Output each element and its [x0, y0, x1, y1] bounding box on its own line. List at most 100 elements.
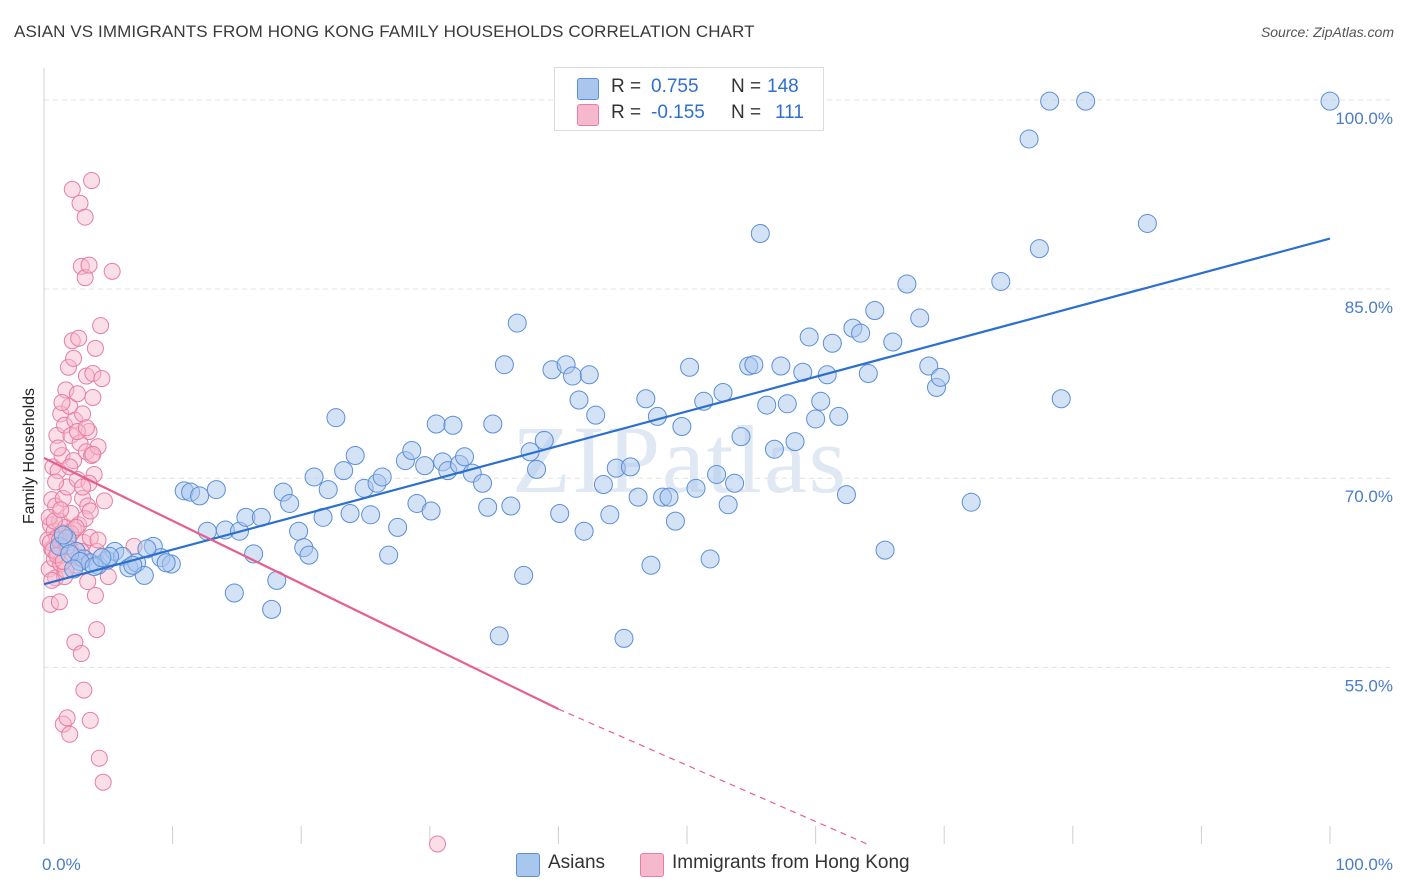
asian-point [764, 439, 784, 459]
hk-point [58, 709, 76, 727]
n-label: N = [731, 102, 762, 123]
hk-point [93, 370, 111, 388]
asian-point [614, 628, 634, 648]
hk-point [84, 365, 102, 383]
asian-point [1076, 91, 1096, 111]
hk-point [84, 389, 102, 407]
asian-point [991, 271, 1011, 291]
hk-point [95, 492, 113, 510]
hk-swatch [640, 853, 664, 877]
trend-lines [43, 237, 1331, 845]
n-value: 148 [767, 76, 799, 97]
hk-point [61, 725, 79, 743]
hk-point [74, 405, 92, 423]
asian-point [1040, 91, 1060, 111]
asian-point [478, 497, 498, 517]
legend-label: Asians [548, 852, 606, 873]
asian-point [851, 323, 871, 343]
asian-point [875, 540, 895, 560]
hk-point [83, 447, 101, 465]
asian-point [725, 473, 745, 493]
hk-point [80, 256, 98, 274]
asian-point [318, 480, 338, 500]
hk-trend-line [43, 457, 559, 711]
r-label: R = [611, 76, 642, 97]
hk-point [63, 180, 81, 198]
hk-point [90, 749, 108, 767]
asian-point [757, 395, 777, 415]
asian-point [731, 427, 751, 447]
asian-point [641, 555, 661, 575]
asian-point [304, 467, 324, 487]
asian-point [1137, 213, 1157, 233]
hk-point [54, 489, 72, 507]
asian-point [224, 583, 244, 603]
asian-point [686, 478, 706, 498]
asian-point [326, 408, 346, 428]
asian-point [372, 467, 392, 487]
asian-point [574, 521, 594, 541]
asian-point [750, 224, 770, 244]
asian-trend-line [43, 237, 1331, 586]
asian-point [707, 464, 727, 484]
asian-point [494, 355, 514, 375]
hk-point [76, 269, 94, 287]
asian-point [829, 406, 849, 426]
hk-point [59, 358, 77, 376]
asian-point [340, 504, 360, 524]
asian-point [190, 486, 210, 506]
n-value: 111 [775, 102, 804, 123]
asian-point [402, 440, 422, 460]
y-tick-label: 85.0% [1345, 298, 1393, 317]
asian-point [262, 599, 282, 619]
hk-point [47, 473, 65, 491]
hk-point [70, 329, 88, 347]
hk-point [92, 317, 110, 335]
asian-point [1019, 129, 1039, 149]
hk-point [65, 349, 83, 367]
asian-point [777, 394, 797, 414]
asian-point [620, 457, 640, 477]
hk-point [94, 773, 112, 791]
asian-point [527, 459, 547, 479]
y-tick-label: 100.0% [1335, 109, 1393, 128]
hk-point [75, 681, 93, 699]
hk-point [77, 419, 95, 437]
x-tick-label: 0.0% [42, 855, 81, 874]
asian-point [64, 559, 84, 579]
asian-point [1320, 91, 1340, 111]
asian-point [930, 367, 950, 387]
hk-point [50, 593, 68, 611]
hk-point [79, 497, 97, 515]
x-tick-label: 100.0% [1335, 855, 1393, 874]
asian-point [822, 333, 842, 353]
asian-point [415, 456, 435, 476]
tick-labels: 55.0% 70.0% 85.0% 100.0% 0.0% 100.0% [42, 109, 1393, 874]
hk-point [83, 172, 101, 190]
asian-point [507, 313, 527, 333]
y-axis-title: Family Households [21, 388, 38, 524]
asian-point [334, 461, 354, 481]
hk-point [81, 502, 99, 520]
asian-point [806, 409, 826, 429]
asian-point [473, 473, 493, 493]
asian-point [388, 517, 408, 537]
asian-point [455, 447, 475, 467]
asian-point [865, 300, 885, 320]
asian-point [534, 430, 554, 450]
asian-point [156, 553, 176, 573]
asian-point [659, 487, 679, 507]
asian-point [665, 511, 685, 531]
hk-point [53, 394, 71, 412]
asian-point [92, 548, 112, 568]
asian-point [579, 365, 599, 385]
asian-point [811, 391, 831, 411]
asian-point [600, 505, 620, 525]
asians-swatch [577, 78, 599, 100]
n-label: N = [731, 76, 762, 97]
asian-point [836, 485, 856, 505]
r-value: 0.755 [651, 76, 699, 97]
asian-point [897, 274, 917, 294]
hk-trend-extension [558, 708, 868, 845]
hk-point [81, 711, 99, 729]
